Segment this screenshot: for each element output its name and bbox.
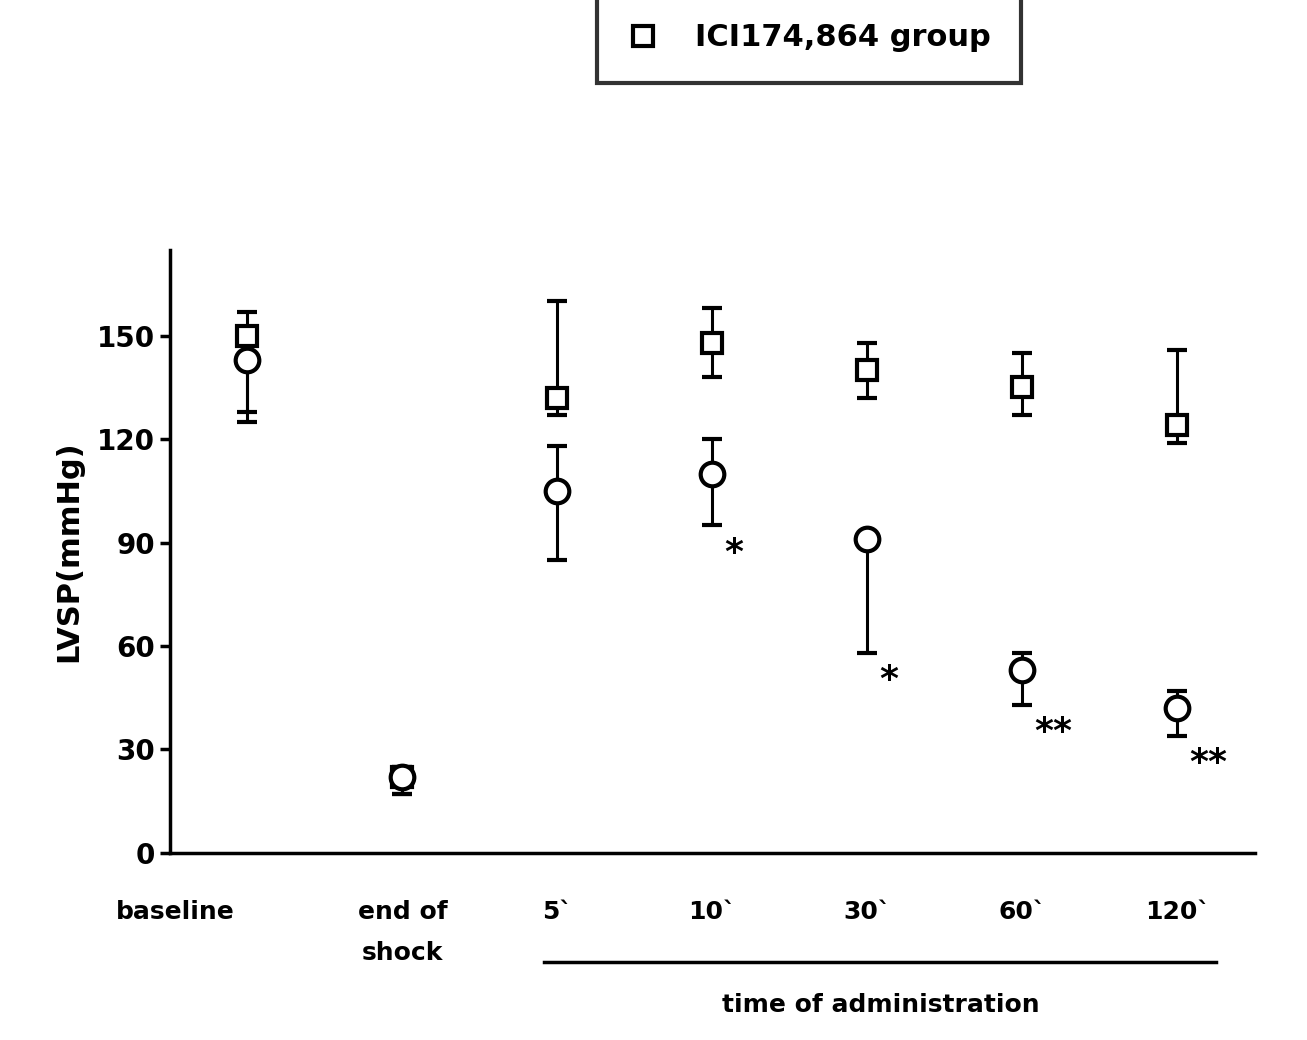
Text: 5`: 5`	[542, 900, 572, 924]
Text: *: *	[880, 664, 899, 697]
Text: **: **	[1189, 746, 1227, 780]
Text: 120`: 120`	[1145, 900, 1210, 924]
Text: shock: shock	[362, 941, 443, 965]
Text: **: **	[1035, 714, 1073, 749]
Text: 30`: 30`	[843, 900, 891, 924]
Text: 60`: 60`	[999, 900, 1046, 924]
Text: end of: end of	[358, 900, 447, 924]
Text: baseline: baseline	[115, 900, 234, 924]
Text: 10`: 10`	[689, 900, 736, 924]
Text: *: *	[724, 536, 744, 570]
Text: time of administration: time of administration	[721, 993, 1039, 1017]
Y-axis label: LVSP(mmHg): LVSP(mmHg)	[55, 440, 84, 662]
Legend: NS group, ICI174,864 group: NS group, ICI174,864 group	[597, 0, 1022, 83]
